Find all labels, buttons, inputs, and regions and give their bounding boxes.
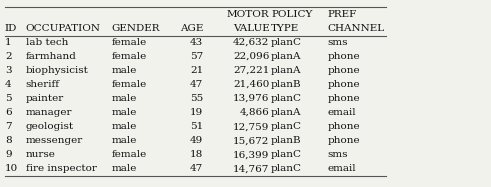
Text: email: email <box>327 108 356 117</box>
Text: CHANNEL: CHANNEL <box>327 24 384 33</box>
Text: messenger: messenger <box>26 136 83 145</box>
Text: sms: sms <box>327 38 348 47</box>
Text: 22,096: 22,096 <box>233 52 270 61</box>
Text: fire inspector: fire inspector <box>26 164 96 173</box>
Text: planB: planB <box>271 80 301 89</box>
Text: 47: 47 <box>190 164 203 173</box>
Text: 3: 3 <box>5 66 11 75</box>
Text: lab tech: lab tech <box>26 38 68 47</box>
Text: AGE: AGE <box>180 24 203 33</box>
Text: OCCUPATION: OCCUPATION <box>26 24 101 33</box>
Text: phone: phone <box>327 122 360 131</box>
Text: 47: 47 <box>190 80 203 89</box>
Text: 1: 1 <box>5 38 11 47</box>
Text: ID: ID <box>5 24 17 33</box>
Text: 10: 10 <box>5 164 18 173</box>
Text: GENDER: GENDER <box>111 24 160 33</box>
Text: manager: manager <box>26 108 72 117</box>
Text: 7: 7 <box>5 122 11 131</box>
Text: female: female <box>111 150 147 159</box>
Text: planA: planA <box>271 66 301 75</box>
Text: 6: 6 <box>5 108 11 117</box>
Text: planB: planB <box>271 136 301 145</box>
Text: 2: 2 <box>5 52 11 61</box>
Text: planC: planC <box>271 122 302 131</box>
Text: planA: planA <box>271 52 301 61</box>
Text: male: male <box>111 94 137 103</box>
Text: TYPE: TYPE <box>271 24 300 33</box>
Text: sms: sms <box>327 150 348 159</box>
Text: planA: planA <box>271 108 301 117</box>
Text: biophysicist: biophysicist <box>26 66 88 75</box>
Text: 8: 8 <box>5 136 11 145</box>
Text: 27,221: 27,221 <box>233 66 270 75</box>
Text: 5: 5 <box>5 94 11 103</box>
Text: painter: painter <box>26 94 64 103</box>
Text: 4,866: 4,866 <box>240 108 270 117</box>
Text: nurse: nurse <box>26 150 55 159</box>
Text: 49: 49 <box>190 136 203 145</box>
Text: 21: 21 <box>190 66 203 75</box>
Text: 43: 43 <box>190 38 203 47</box>
Text: 16,399: 16,399 <box>233 150 270 159</box>
Text: male: male <box>111 136 137 145</box>
Text: female: female <box>111 80 147 89</box>
Text: email: email <box>327 164 356 173</box>
Text: sheriff: sheriff <box>26 80 59 89</box>
Text: geologist: geologist <box>26 122 74 131</box>
Text: phone: phone <box>327 52 360 61</box>
Text: female: female <box>111 52 147 61</box>
Text: 9: 9 <box>5 150 11 159</box>
Text: planC: planC <box>271 94 302 103</box>
Text: 15,672: 15,672 <box>233 136 270 145</box>
Text: 55: 55 <box>190 94 203 103</box>
Text: 19: 19 <box>190 108 203 117</box>
Text: 18: 18 <box>190 150 203 159</box>
Text: phone: phone <box>327 136 360 145</box>
Text: male: male <box>111 108 137 117</box>
Text: male: male <box>111 66 137 75</box>
Text: phone: phone <box>327 94 360 103</box>
Text: 4: 4 <box>5 80 11 89</box>
Text: planC: planC <box>271 150 302 159</box>
Text: planC: planC <box>271 164 302 173</box>
Text: 42,632: 42,632 <box>233 38 270 47</box>
Text: PREF: PREF <box>327 10 357 19</box>
Text: planC: planC <box>271 38 302 47</box>
Text: female: female <box>111 38 147 47</box>
Text: 21,460: 21,460 <box>233 80 270 89</box>
Text: MOTOR: MOTOR <box>227 10 270 19</box>
Text: phone: phone <box>327 80 360 89</box>
Text: VALUE: VALUE <box>233 24 270 33</box>
Text: 57: 57 <box>190 52 203 61</box>
Text: farmhand: farmhand <box>26 52 77 61</box>
Text: 51: 51 <box>190 122 203 131</box>
Text: phone: phone <box>327 66 360 75</box>
Text: POLICY: POLICY <box>271 10 312 19</box>
Text: 13,976: 13,976 <box>233 94 270 103</box>
Text: male: male <box>111 122 137 131</box>
Text: male: male <box>111 164 137 173</box>
Text: 14,767: 14,767 <box>233 164 270 173</box>
Text: 12,759: 12,759 <box>233 122 270 131</box>
